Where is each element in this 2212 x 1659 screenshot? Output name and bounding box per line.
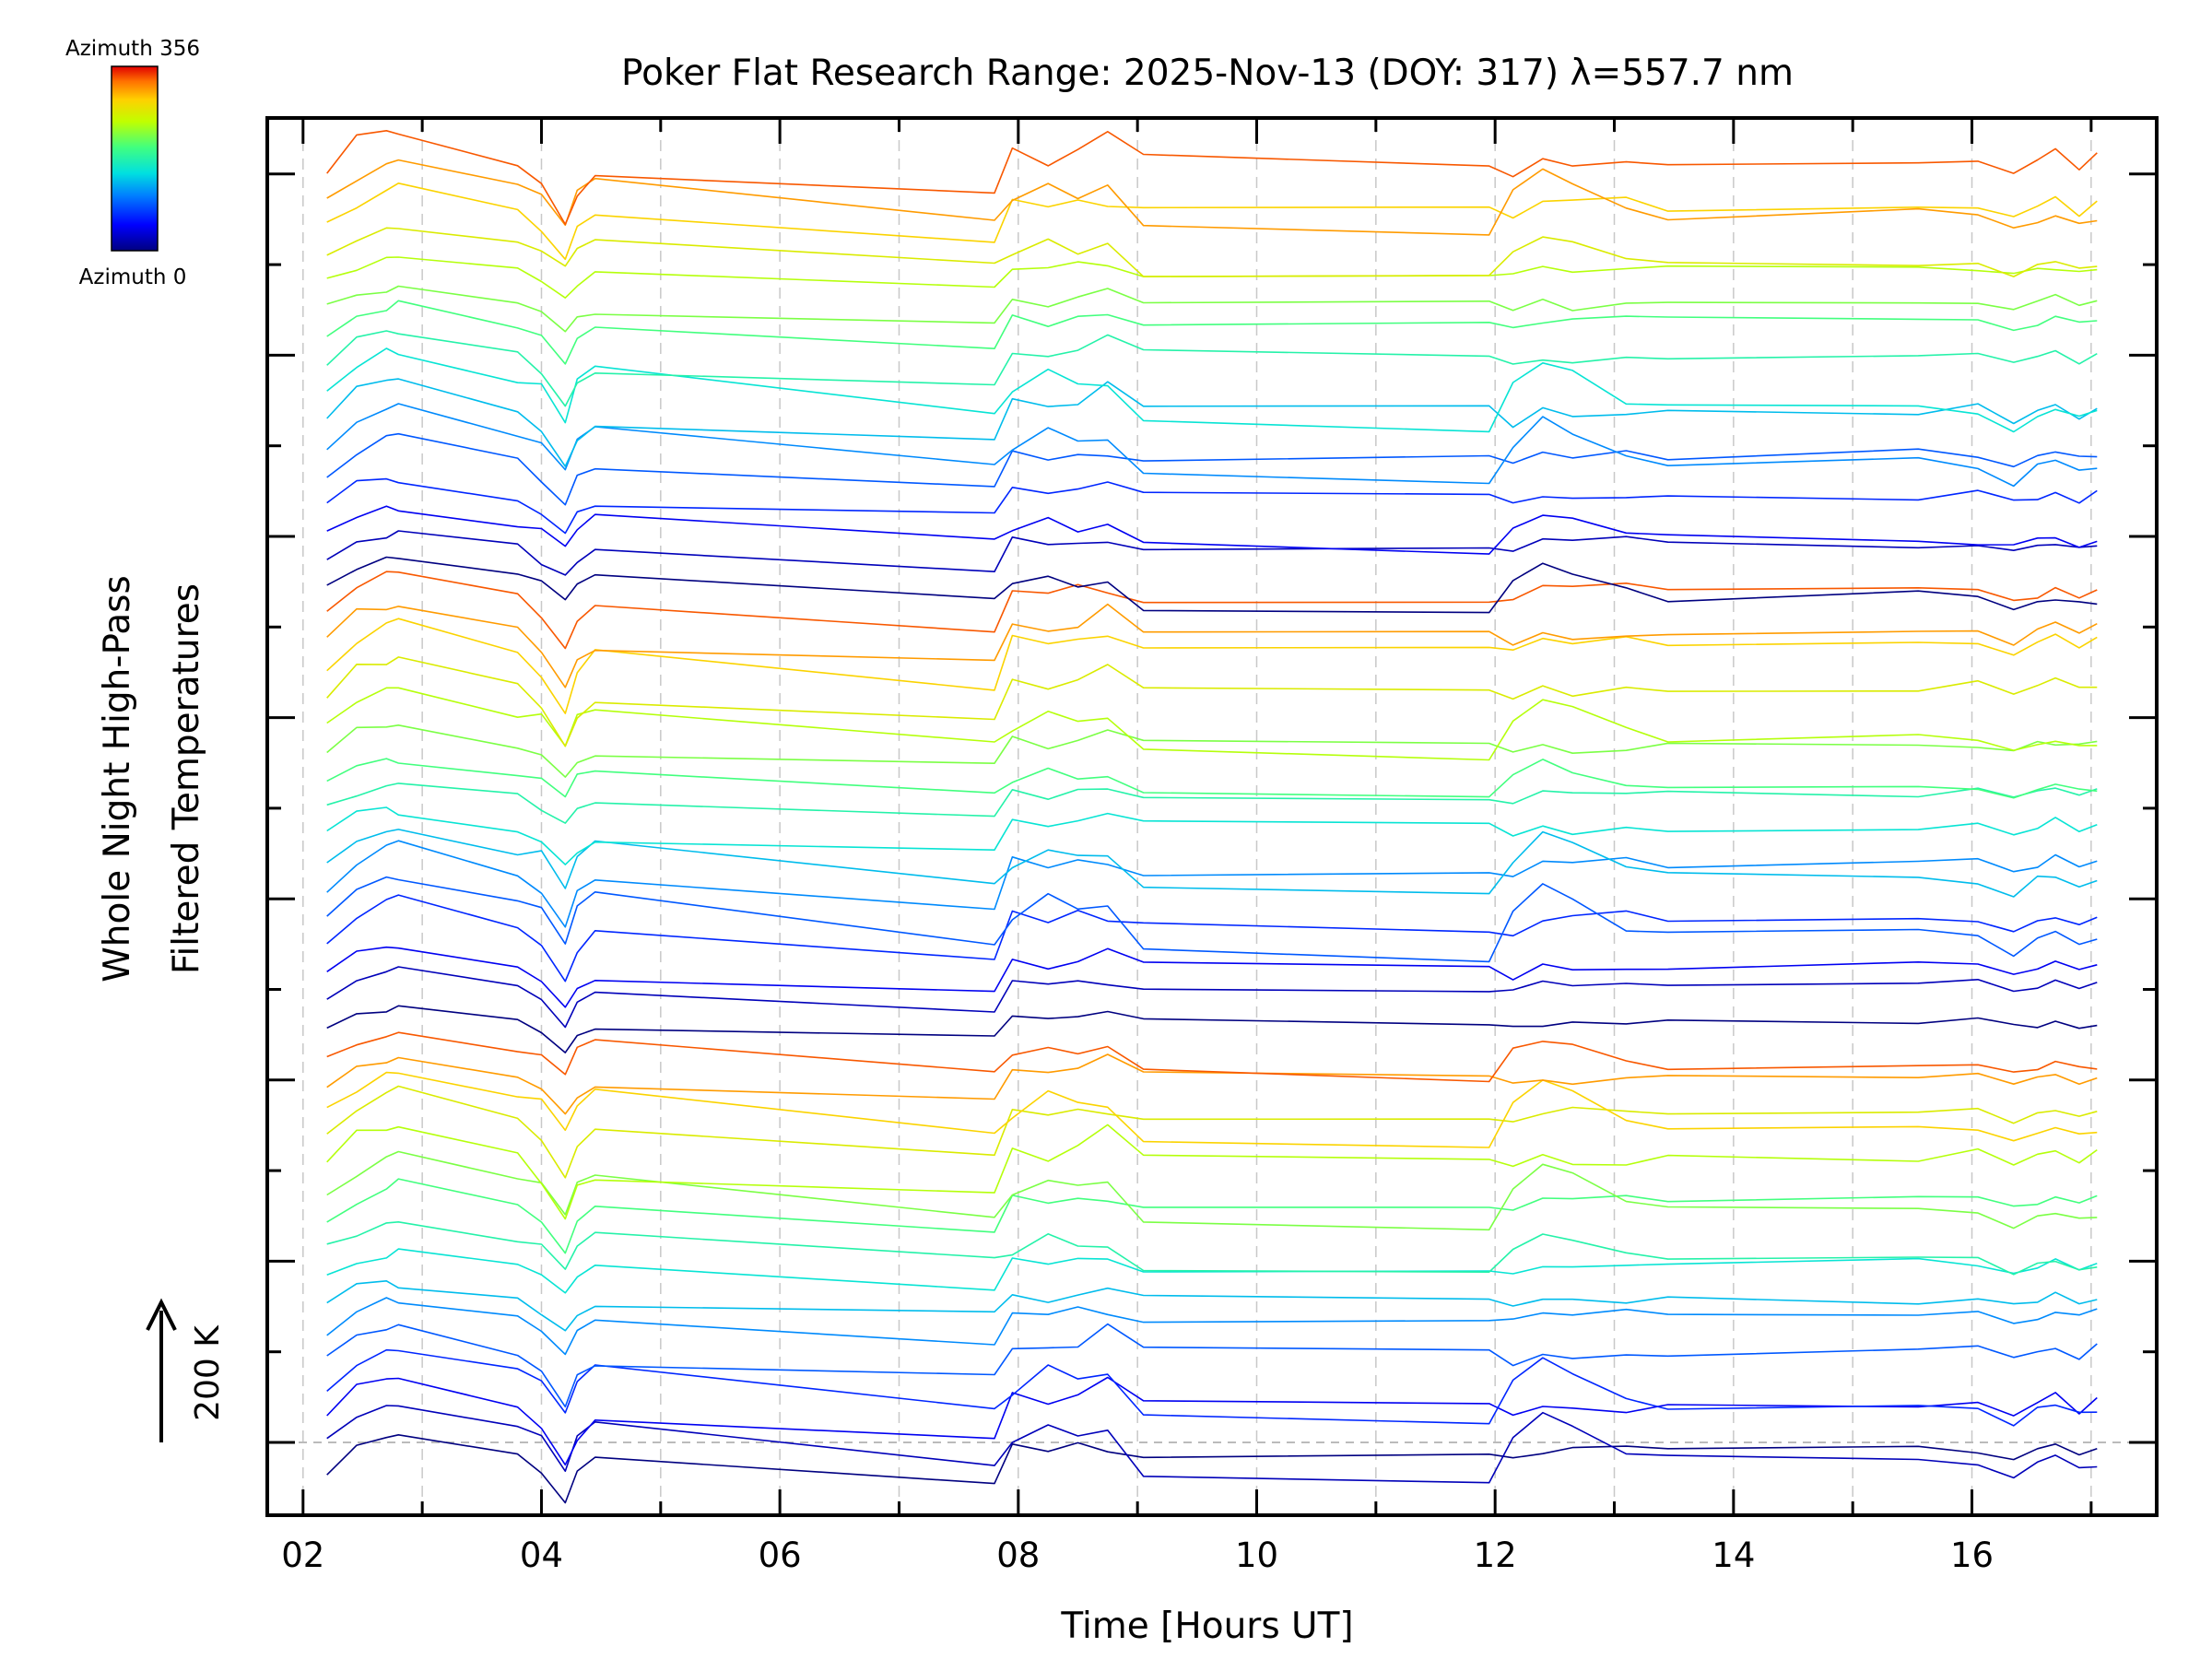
azimuth-trace (326, 1071, 2098, 1148)
azimuth-trace (326, 656, 2098, 747)
x-tick-label: 04 (520, 1535, 563, 1575)
azimuth-trace (326, 530, 2098, 576)
azimuth-trace (326, 758, 2098, 799)
azimuth-trace (326, 876, 2098, 963)
azimuth-trace (326, 330, 2098, 407)
azimuth-colorbar (111, 65, 159, 252)
azimuth-trace (326, 227, 2098, 277)
plot-frame (265, 116, 2159, 1517)
x-tick-label: 02 (281, 1535, 324, 1575)
azimuth-trace (326, 477, 2098, 535)
azimuth-trace (326, 946, 2098, 1008)
colorbar-bottom-label: Azimuth 0 (79, 265, 187, 289)
azimuth-trace (326, 806, 2098, 865)
azimuth-trace (326, 432, 2098, 506)
x-tick-label: 08 (996, 1535, 1040, 1575)
azimuth-trace (326, 505, 2098, 555)
azimuth-trace (326, 300, 2098, 365)
azimuth-trace (326, 159, 2098, 236)
azimuth-trace (326, 724, 2098, 778)
azimuth-trace (326, 782, 2098, 824)
azimuth-trace (326, 1434, 2098, 1504)
chart-title: Poker Flat Research Range: 2025-Nov-13 (… (621, 53, 1794, 94)
azimuth-trace (326, 1348, 2098, 1427)
azimuth-trace (326, 1053, 2098, 1115)
azimuth-trace (326, 1280, 2098, 1332)
azimuth-trace (326, 687, 2098, 761)
azimuth-trace (326, 829, 2098, 898)
azimuth-trace (326, 603, 2098, 688)
azimuth-trace (326, 618, 2098, 714)
azimuth-trace (326, 1376, 2098, 1466)
colorbar-top-label: Azimuth 356 (65, 37, 200, 61)
azimuth-trace (326, 130, 2098, 226)
azimuth-trace (326, 347, 2098, 433)
scale-label: 200 K (189, 1324, 227, 1421)
azimuth-trace (326, 1248, 2098, 1294)
azimuth-trace (326, 403, 2098, 488)
azimuth-trace (326, 1005, 2098, 1053)
x-tick-label: 16 (1950, 1535, 1994, 1575)
y-axis-label-line1: Whole Night High-Pass (97, 575, 138, 982)
azimuth-trace (326, 556, 2098, 614)
azimuth-trace (326, 1031, 2098, 1083)
azimuth-trace (326, 1297, 2098, 1356)
azimuth-trace (326, 1405, 2098, 1484)
azimuth-trace (326, 378, 2098, 467)
azimuth-trace (326, 966, 2098, 1029)
azimuth-trace (326, 256, 2098, 300)
x-tick-label: 06 (759, 1535, 802, 1575)
azimuth-trace (326, 1124, 2098, 1220)
azimuth-trace (326, 571, 2098, 650)
x-tick-label: 10 (1235, 1535, 1278, 1575)
scale-arrow-200k (146, 1298, 177, 1442)
azimuth-trace (326, 1085, 2098, 1179)
azimuth-trace (326, 1221, 2098, 1276)
azimuth-trace (326, 840, 2098, 928)
azimuth-trace (326, 1178, 2098, 1254)
x-tick-labels: 02 04 06 08 10 12 14 16 (281, 1535, 1994, 1575)
x-tick-label: 14 (1712, 1535, 1755, 1575)
x-axis-label: Time [Hours UT] (1060, 1606, 1353, 1647)
temperature-traces (326, 130, 2098, 1504)
y-axis-label-line2: Filtered Temperatures (166, 583, 207, 974)
azimuth-trace (326, 1150, 2098, 1231)
axis-ticks (267, 118, 2157, 1515)
azimuth-trace (326, 894, 2098, 982)
x-tick-label: 12 (1474, 1535, 1517, 1575)
azimuth-trace (326, 285, 2098, 333)
azimuth-trace (326, 1323, 2098, 1408)
azimuth-trace (326, 182, 2098, 261)
